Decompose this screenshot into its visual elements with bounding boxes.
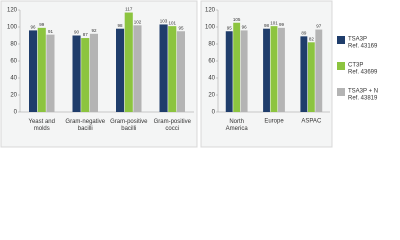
bar <box>116 28 125 113</box>
value-label: 87 <box>83 32 89 37</box>
y-tick-label: 20 <box>10 93 17 99</box>
y-tick-label: 0 <box>212 110 216 116</box>
value-label: 90 <box>74 30 80 35</box>
value-label: 105 <box>233 17 241 22</box>
y-tick-label: 100 <box>7 25 18 31</box>
bar <box>37 27 46 113</box>
x-tick-label: North America <box>226 119 249 132</box>
x-tick-label: Gram-positive cocci <box>154 119 192 132</box>
legend-swatch <box>337 62 345 70</box>
bar <box>159 24 168 113</box>
value-label: 92 <box>91 28 97 33</box>
y-tick-label: 60 <box>208 59 215 65</box>
bar <box>225 31 233 112</box>
bar <box>270 26 278 112</box>
value-label: 99 <box>39 22 45 27</box>
value-label: 96 <box>242 25 248 30</box>
value-label: 99 <box>279 22 285 27</box>
value-label: 102 <box>134 19 142 24</box>
y-tick-label: 40 <box>10 76 17 82</box>
legend-swatch <box>337 36 345 44</box>
value-label: 103 <box>160 19 168 24</box>
x-tick-label: Europe <box>264 119 284 125</box>
bar <box>300 36 308 112</box>
value-label: 82 <box>309 36 315 41</box>
value-label: 117 <box>125 7 133 12</box>
value-label: 98 <box>264 23 270 28</box>
y-tick-label: 20 <box>208 93 215 99</box>
legend-swatch <box>337 88 345 96</box>
legend-label: TSA3P <box>348 37 367 43</box>
value-label: 101 <box>270 20 278 25</box>
bar <box>46 34 55 112</box>
value-label: 95 <box>227 25 233 30</box>
bar <box>233 22 241 112</box>
bar <box>240 30 248 112</box>
y-tick-label: 80 <box>10 42 17 48</box>
value-label: 96 <box>31 25 37 30</box>
bar <box>29 30 38 112</box>
bar <box>133 25 142 112</box>
bar <box>176 31 185 112</box>
x-tick-label: Gram-positive bacilli <box>110 119 148 132</box>
y-tick-label: 40 <box>208 76 215 82</box>
y-tick-label: 120 <box>7 8 18 14</box>
bar <box>124 12 133 112</box>
legend-ref: Ref. 43819 <box>348 96 378 102</box>
value-label: 101 <box>168 20 176 25</box>
y-tick-label: 60 <box>10 59 17 65</box>
y-tick-label: 80 <box>208 42 215 48</box>
value-label: 95 <box>178 25 184 30</box>
legend-label: TSA3P + N <box>348 89 378 95</box>
legend-ref: Ref. 43699 <box>348 70 378 76</box>
value-label: 91 <box>48 29 54 34</box>
value-label: 97 <box>316 24 322 29</box>
value-label: 89 <box>301 31 307 36</box>
bar <box>81 38 90 112</box>
legend-ref: Ref. 43169 <box>348 44 378 50</box>
legend-label: CT3P <box>348 63 363 69</box>
x-tick-label: Yeast and molds <box>29 119 55 132</box>
bar <box>168 26 177 112</box>
bar <box>89 33 98 112</box>
value-label: 98 <box>118 23 124 28</box>
y-tick-label: 120 <box>205 8 216 14</box>
bar <box>315 29 323 112</box>
x-tick-label: ASPAC <box>301 119 322 125</box>
y-tick-label: 0 <box>14 110 18 116</box>
x-tick-label: Gram-negative bacilli <box>65 119 105 132</box>
bar <box>278 27 285 113</box>
bar <box>72 35 81 112</box>
bar <box>307 42 315 112</box>
bar <box>263 28 270 113</box>
y-tick-label: 100 <box>205 25 216 31</box>
